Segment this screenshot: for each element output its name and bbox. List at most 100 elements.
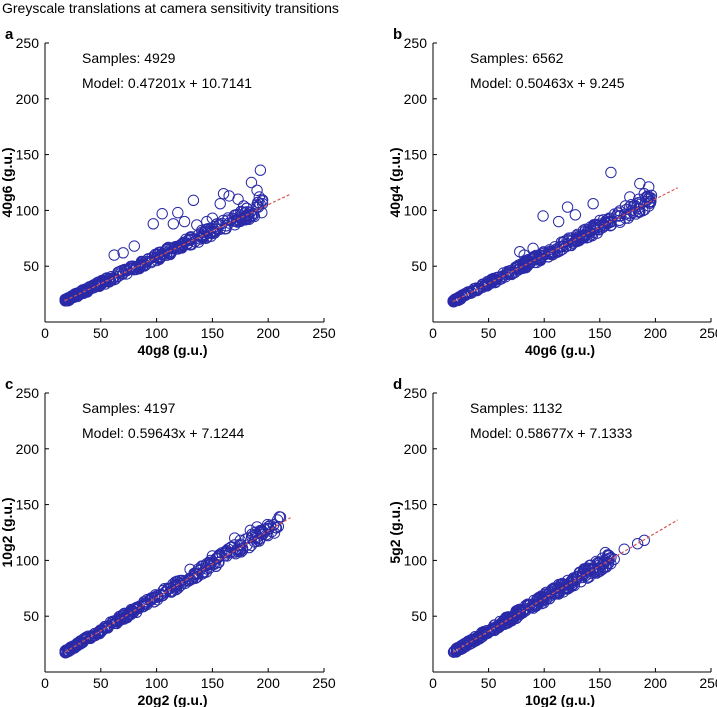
data-point xyxy=(149,591,161,604)
fit-line xyxy=(64,517,291,653)
data-point xyxy=(604,220,617,232)
data-point xyxy=(643,200,655,212)
data-point xyxy=(89,627,101,640)
x-tick-label: 100 xyxy=(533,325,557,341)
x-axis-label: 40g6 (g.u.) xyxy=(525,342,595,358)
data-point-outlier xyxy=(206,550,219,562)
data-point xyxy=(232,211,245,223)
data-point xyxy=(492,621,505,633)
data-point-outlier xyxy=(608,553,620,565)
data-point-outlier xyxy=(217,187,230,200)
y-tick-label: 150 xyxy=(404,497,428,513)
data-point xyxy=(100,275,113,288)
samples-label: Samples: 4929 xyxy=(82,50,176,66)
x-tick-label: 100 xyxy=(533,675,557,691)
data-point xyxy=(175,241,188,253)
data-point xyxy=(81,286,94,298)
y-tick-label: 150 xyxy=(404,147,428,163)
x-tick-label: 50 xyxy=(481,325,497,341)
y-tick-label: 150 xyxy=(16,147,40,163)
data-point xyxy=(151,248,164,260)
data-point-outlier xyxy=(184,563,196,576)
data-point xyxy=(161,243,173,256)
y-tick-label: 50 xyxy=(411,258,427,274)
data-point-outlier xyxy=(117,247,129,259)
data-point xyxy=(448,295,461,307)
data-point-outlier xyxy=(644,195,656,208)
samples-label: Samples: 4197 xyxy=(82,400,176,416)
x-tick-label: 100 xyxy=(145,675,169,691)
x-tick-label: 200 xyxy=(644,325,668,341)
data-point xyxy=(220,220,232,232)
x-tick-label: 0 xyxy=(41,325,49,341)
y-axis-label: 40g6 (g.u.) xyxy=(0,147,15,217)
data-point xyxy=(478,628,491,640)
scatter-series xyxy=(59,164,269,307)
model-label: Model: 0.58677x + 7.1333 xyxy=(470,425,633,441)
data-point-outlier xyxy=(234,534,247,547)
data-point xyxy=(449,294,462,307)
data-point xyxy=(224,546,236,559)
data-point-outlier xyxy=(618,543,630,555)
data-point-outlier xyxy=(605,166,617,179)
y-tick-label: 100 xyxy=(16,202,40,218)
data-point xyxy=(160,586,172,598)
data-point xyxy=(99,273,111,286)
data-point xyxy=(62,645,74,657)
fit-line xyxy=(64,193,291,302)
y-tick-label: 100 xyxy=(404,202,428,218)
data-point xyxy=(472,284,484,296)
data-point xyxy=(101,621,114,634)
data-point xyxy=(245,539,258,552)
data-point-outlier xyxy=(245,176,258,189)
data-point xyxy=(597,561,610,573)
data-point xyxy=(141,255,153,268)
y-axis-label: 5g2 (g.u.) xyxy=(387,501,403,563)
data-point xyxy=(176,577,189,589)
y-tick-label: 250 xyxy=(404,35,428,51)
y-tick-label: 200 xyxy=(16,91,40,107)
data-point-outlier xyxy=(187,194,200,207)
data-point xyxy=(164,586,176,598)
x-tick-label: 200 xyxy=(257,325,281,341)
data-point xyxy=(565,575,577,587)
data-point xyxy=(191,571,204,583)
data-point xyxy=(238,213,250,226)
data-point-outlier xyxy=(569,209,582,221)
data-point xyxy=(109,615,122,627)
data-point-outlier xyxy=(128,240,140,252)
data-point xyxy=(550,587,562,599)
data-point-outlier xyxy=(537,210,549,222)
data-point xyxy=(512,263,524,276)
data-point xyxy=(196,229,208,241)
samples-label: Samples: 1132 xyxy=(470,400,563,416)
data-point xyxy=(561,234,573,246)
data-point xyxy=(498,618,511,630)
data-point xyxy=(96,624,108,637)
y-axis-label: 40g4 (g.u.) xyxy=(387,147,403,217)
data-point-outlier xyxy=(191,219,203,231)
data-point xyxy=(467,633,479,645)
fit-line xyxy=(452,187,678,303)
data-point xyxy=(456,290,468,302)
data-point xyxy=(597,221,609,233)
data-point xyxy=(562,574,574,587)
data-point xyxy=(547,249,559,261)
data-point-outlier xyxy=(178,215,191,228)
data-point xyxy=(454,642,466,654)
x-tick-label: 150 xyxy=(201,325,225,341)
data-point-outlier xyxy=(619,200,632,212)
data-point xyxy=(249,526,262,538)
data-point-outlier xyxy=(527,242,539,255)
data-point xyxy=(76,284,88,297)
samples-label: Samples: 6562 xyxy=(470,50,564,66)
panel-b: 0 50 100 150 200 250 50 100 150 200 250 40g6 (g.u.)… xyxy=(387,26,717,358)
data-point xyxy=(493,273,506,286)
data-point-outlier xyxy=(624,191,636,203)
data-point xyxy=(514,608,526,620)
data-point-outlier xyxy=(251,184,263,197)
data-point-outlier xyxy=(201,215,213,228)
y-axis-label: 10g2 (g.u.) xyxy=(0,497,15,567)
model-label: Model: 0.59643x + 7.1244 xyxy=(82,425,245,441)
